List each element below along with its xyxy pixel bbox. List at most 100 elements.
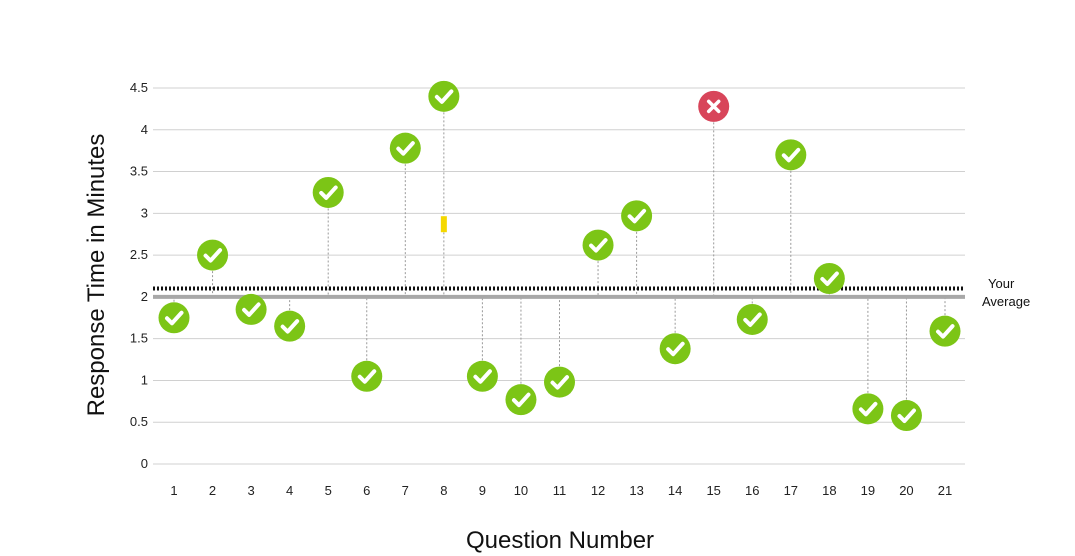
correct-point xyxy=(621,200,653,232)
check-icon xyxy=(743,312,762,327)
check-icon xyxy=(781,147,801,163)
correct-point xyxy=(351,360,383,392)
correct-point xyxy=(274,310,306,342)
correct-marker xyxy=(852,393,884,425)
correct-point xyxy=(544,366,575,398)
y-tick-label: 0.5 xyxy=(130,414,148,429)
check-icon xyxy=(820,271,839,287)
x-tick-label: 15 xyxy=(706,483,720,498)
data-points xyxy=(158,80,961,432)
correct-point xyxy=(158,302,190,334)
y-tick-label: 3.5 xyxy=(130,164,148,179)
x-tick-label: 18 xyxy=(822,483,836,498)
cross-icon xyxy=(706,99,721,114)
check-icon xyxy=(511,392,531,408)
x-tick-label: 10 xyxy=(514,483,528,498)
correct-marker xyxy=(466,360,498,392)
check-icon xyxy=(627,208,647,224)
correct-marker xyxy=(274,310,306,342)
y-tick-label: 1 xyxy=(141,372,148,387)
incorrect-point xyxy=(698,90,730,122)
correct-point xyxy=(813,263,845,295)
correct-marker xyxy=(505,384,537,416)
correct-point xyxy=(890,400,922,432)
x-tick-label: 17 xyxy=(784,483,798,498)
y-tick-label: 2 xyxy=(141,289,148,304)
x-tick-label: 14 xyxy=(668,483,682,498)
correct-point xyxy=(428,80,460,112)
x-tick-label: 12 xyxy=(591,483,605,498)
check-icon xyxy=(242,302,261,317)
correct-point xyxy=(235,293,267,325)
check-icon xyxy=(319,185,338,200)
x-tick-label: 8 xyxy=(440,483,447,498)
correct-marker xyxy=(351,360,383,392)
x-tick-label: 1 xyxy=(170,483,177,498)
check-icon xyxy=(473,369,492,384)
correct-marker xyxy=(929,315,961,347)
correct-point xyxy=(312,176,344,208)
x-tick-label: 5 xyxy=(325,483,332,498)
correct-marker xyxy=(813,263,845,295)
y-tick-label: 4.5 xyxy=(130,80,148,95)
correct-marker xyxy=(389,132,421,164)
x-tick-label: 16 xyxy=(745,483,759,498)
correct-marker xyxy=(775,139,807,171)
correct-marker xyxy=(312,176,344,208)
check-icon xyxy=(550,375,569,390)
correct-point xyxy=(389,132,421,164)
check-icon xyxy=(357,369,377,384)
x-tick-label: 2 xyxy=(209,483,216,498)
check-icon xyxy=(589,238,608,253)
correct-marker xyxy=(890,400,922,432)
check-icon xyxy=(897,408,916,424)
correct-marker xyxy=(197,239,229,271)
correct-marker xyxy=(544,366,575,398)
correct-point xyxy=(659,333,691,365)
check-icon xyxy=(396,141,415,156)
correct-marker xyxy=(158,302,190,334)
check-icon xyxy=(936,324,955,339)
correct-marker xyxy=(235,293,267,325)
x-tick-label: 11 xyxy=(553,483,567,498)
x-tick-label: 7 xyxy=(402,483,409,498)
x-axis-title: Question Number xyxy=(466,527,654,554)
correct-point xyxy=(775,139,807,171)
x-tick-label: 13 xyxy=(629,483,643,498)
correct-marker xyxy=(736,303,768,335)
check-icon xyxy=(434,89,454,104)
correct-point xyxy=(505,384,537,416)
correct-marker xyxy=(428,80,460,112)
x-tick-label: 9 xyxy=(479,483,486,498)
check-icon xyxy=(165,310,184,326)
x-tick-label: 6 xyxy=(363,483,370,498)
average-label-line2: Average xyxy=(982,294,1030,309)
correct-point xyxy=(582,229,614,261)
correct-marker xyxy=(621,200,653,232)
x-tick-label: 21 xyxy=(938,483,952,498)
annotation-marker xyxy=(440,216,447,233)
correct-point xyxy=(852,393,884,425)
check-icon xyxy=(858,401,878,417)
y-tick-label: 4 xyxy=(141,122,148,137)
correct-point xyxy=(466,360,498,392)
x-tick-label: 3 xyxy=(247,483,254,498)
correct-marker xyxy=(582,229,614,261)
x-tick-label: 4 xyxy=(286,483,293,498)
y-tick-label: 3 xyxy=(141,205,148,220)
correct-point xyxy=(929,315,961,347)
y-axis-title: Response Time in Minutes xyxy=(83,134,110,417)
x-tick-label: 19 xyxy=(861,483,875,498)
check-icon xyxy=(203,248,223,263)
y-axis-ticks: 0 0.5 1 1.5 2 2.5 3 3.5 4 4.5 xyxy=(130,80,148,471)
y-tick-label: 2.5 xyxy=(130,247,148,262)
x-axis-ticks: 1 2 3 4 5 6 7 8 9 10 11 12 13 14 15 16 17 18 19 20 21 xyxy=(170,483,952,498)
correct-marker xyxy=(659,333,691,365)
y-tick-label: 1.5 xyxy=(130,331,148,346)
average-label-line1: Your xyxy=(988,276,1015,291)
check-icon xyxy=(666,341,685,357)
check-icon xyxy=(280,319,300,334)
y-tick-label: 0 xyxy=(141,456,148,471)
correct-point xyxy=(197,239,229,271)
